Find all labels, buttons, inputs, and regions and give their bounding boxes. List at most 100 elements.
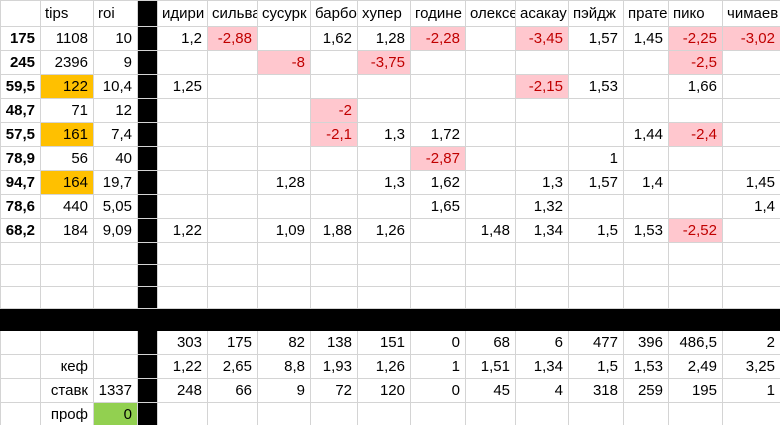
- odds-cell[interactable]: -3,45: [515, 26, 569, 51]
- odds-cell[interactable]: [207, 74, 258, 99]
- column-header[interactable]: чимаев: [722, 0, 780, 27]
- odds-cell[interactable]: [310, 170, 358, 195]
- odds-cell[interactable]: 1,26: [357, 218, 411, 243]
- odds-cell[interactable]: [568, 50, 624, 75]
- count-cell[interactable]: 477: [568, 330, 624, 355]
- tips-cell[interactable]: 161: [40, 122, 94, 147]
- kef-cell[interactable]: 1,5: [568, 354, 624, 379]
- empty-cell[interactable]: [410, 402, 466, 425]
- odds-cell[interactable]: [310, 146, 358, 171]
- empty-cell[interactable]: [515, 286, 569, 309]
- odds-cell[interactable]: [207, 98, 258, 123]
- tips-cell[interactable]: 440: [40, 194, 94, 219]
- odds-cell[interactable]: 1,2: [157, 26, 208, 51]
- empty-cell[interactable]: [410, 286, 466, 309]
- tips-header[interactable]: tips: [40, 0, 94, 27]
- row-label[interactable]: 57,5: [0, 122, 41, 147]
- odds-cell[interactable]: [465, 146, 516, 171]
- empty-cell[interactable]: [93, 286, 138, 309]
- odds-cell[interactable]: 1,88: [310, 218, 358, 243]
- kef-cell[interactable]: 1,93: [310, 354, 358, 379]
- odds-cell[interactable]: [722, 218, 780, 243]
- odds-cell[interactable]: [310, 74, 358, 99]
- odds-cell[interactable]: [357, 146, 411, 171]
- odds-cell[interactable]: 1,3: [357, 122, 411, 147]
- roi-cell[interactable]: 10: [93, 26, 138, 51]
- odds-cell[interactable]: [357, 98, 411, 123]
- kef-cell[interactable]: 3,25: [722, 354, 780, 379]
- odds-cell[interactable]: [568, 122, 624, 147]
- empty-cell[interactable]: [515, 242, 569, 265]
- odds-cell[interactable]: [410, 98, 466, 123]
- odds-cell[interactable]: 1,45: [722, 170, 780, 195]
- column-header[interactable]: олексе: [465, 0, 516, 27]
- empty-cell[interactable]: [668, 264, 723, 287]
- row-label[interactable]: 59,5: [0, 74, 41, 99]
- odds-cell[interactable]: [722, 74, 780, 99]
- empty-cell[interactable]: [40, 242, 94, 265]
- stavk-cell[interactable]: 120: [357, 378, 411, 403]
- stavk-label[interactable]: ставк: [40, 378, 94, 403]
- count-cell[interactable]: 151: [357, 330, 411, 355]
- kef-cell[interactable]: 1: [410, 354, 466, 379]
- stavk-cell[interactable]: 259: [623, 378, 669, 403]
- odds-cell[interactable]: [722, 146, 780, 171]
- count-cell[interactable]: 2: [722, 330, 780, 355]
- odds-cell[interactable]: 1,44: [623, 122, 669, 147]
- odds-cell[interactable]: 1,57: [568, 26, 624, 51]
- row-label[interactable]: 175: [0, 26, 41, 51]
- empty-cell[interactable]: [623, 286, 669, 309]
- kef-cell[interactable]: 1,26: [357, 354, 411, 379]
- column-header[interactable]: барбо: [310, 0, 358, 27]
- odds-cell[interactable]: [207, 194, 258, 219]
- odds-cell[interactable]: 1,53: [623, 218, 669, 243]
- stavk-cell[interactable]: 318: [568, 378, 624, 403]
- odds-cell[interactable]: [157, 170, 208, 195]
- empty-cell[interactable]: [722, 242, 780, 265]
- empty-cell[interactable]: [623, 242, 669, 265]
- prof-value-cell[interactable]: 0: [93, 402, 138, 425]
- empty-cell[interactable]: [410, 242, 466, 265]
- odds-cell[interactable]: [623, 194, 669, 219]
- stavk-cell[interactable]: 4: [515, 378, 569, 403]
- odds-cell[interactable]: 1,62: [410, 170, 466, 195]
- empty-cell[interactable]: [465, 402, 516, 425]
- empty-cell[interactable]: [0, 330, 41, 355]
- odds-cell[interactable]: [207, 218, 258, 243]
- column-header[interactable]: пратес: [623, 0, 669, 27]
- column-header[interactable]: године: [410, 0, 466, 27]
- odds-cell[interactable]: [623, 98, 669, 123]
- empty-cell[interactable]: [722, 402, 780, 425]
- empty-cell[interactable]: [157, 286, 208, 309]
- empty-cell[interactable]: [357, 286, 411, 309]
- roi-cell[interactable]: 9,09: [93, 218, 138, 243]
- empty-cell[interactable]: [465, 242, 516, 265]
- odds-cell[interactable]: 1,28: [257, 170, 311, 195]
- odds-cell[interactable]: [465, 170, 516, 195]
- empty-cell[interactable]: [257, 242, 311, 265]
- odds-cell[interactable]: [623, 146, 669, 171]
- tips-cell[interactable]: 56: [40, 146, 94, 171]
- odds-cell[interactable]: [623, 74, 669, 99]
- row-label[interactable]: 78,6: [0, 194, 41, 219]
- odds-cell[interactable]: [157, 122, 208, 147]
- empty-cell[interactable]: [157, 264, 208, 287]
- odds-cell[interactable]: 1,3: [515, 170, 569, 195]
- odds-cell[interactable]: [207, 50, 258, 75]
- row-label[interactable]: 68,2: [0, 218, 41, 243]
- corner-cell[interactable]: [0, 0, 41, 27]
- count-cell[interactable]: 175: [207, 330, 258, 355]
- empty-cell[interactable]: [0, 242, 41, 265]
- column-header[interactable]: асакау: [515, 0, 569, 27]
- stavk-cell[interactable]: 72: [310, 378, 358, 403]
- empty-cell[interactable]: [568, 242, 624, 265]
- stavk-cell[interactable]: 66: [207, 378, 258, 403]
- empty-cell[interactable]: [0, 264, 41, 287]
- tips-cell[interactable]: 1108: [40, 26, 94, 51]
- row-label[interactable]: 245: [0, 50, 41, 75]
- odds-cell[interactable]: 1,4: [722, 194, 780, 219]
- odds-cell[interactable]: [257, 194, 311, 219]
- empty-cell[interactable]: [93, 242, 138, 265]
- odds-cell[interactable]: 1,65: [410, 194, 466, 219]
- odds-cell[interactable]: [515, 146, 569, 171]
